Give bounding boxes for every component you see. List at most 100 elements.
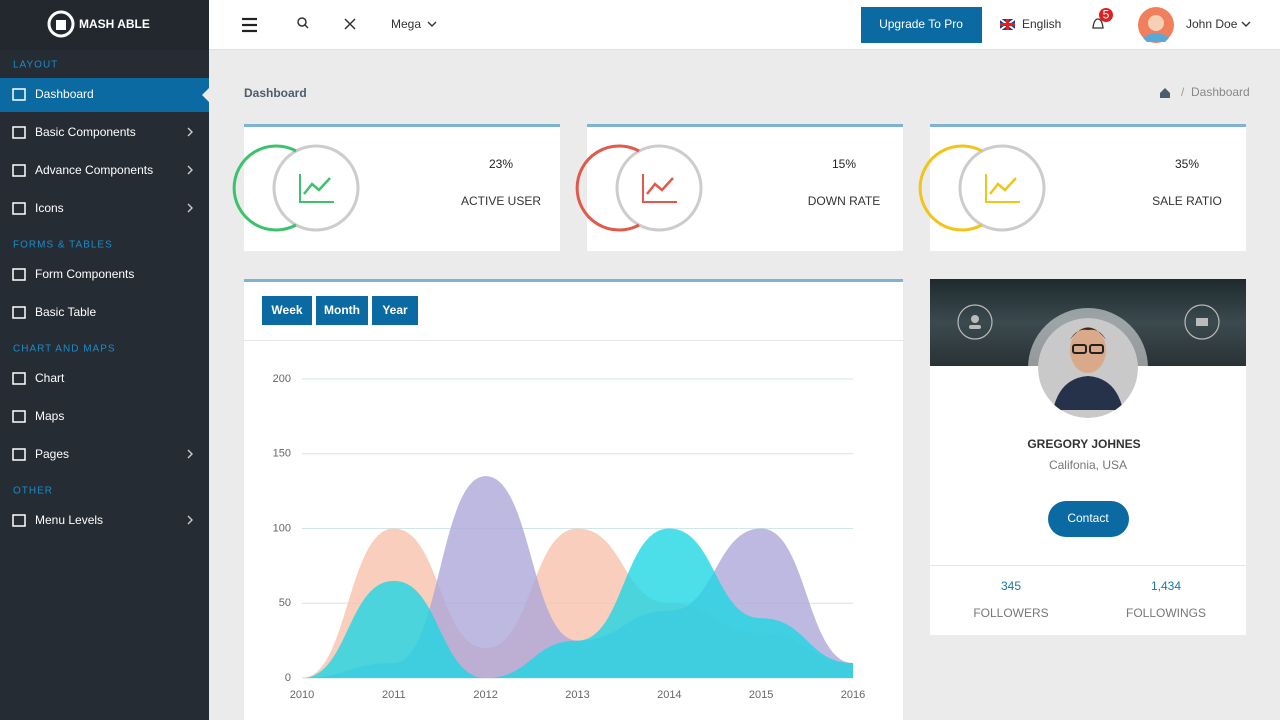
sidebar-icon	[12, 126, 26, 139]
profile-stat-label: FOLLOWERS	[973, 606, 1048, 620]
sidebar-chevron	[187, 203, 193, 213]
mega-chevron	[427, 21, 437, 27]
x-tick-label: 2015	[749, 689, 773, 701]
stat-ring-track	[615, 144, 703, 232]
notification-count: 5	[1103, 8, 1110, 22]
chart-tab-label: Week	[271, 303, 302, 317]
sidebar-item[interactable]: Advance Components	[35, 163, 153, 177]
stat-card-border	[244, 124, 560, 127]
page-title: Dashboard	[244, 86, 307, 100]
user-chevron	[1241, 21, 1251, 27]
stat-icon	[985, 174, 1020, 203]
chart-tab[interactable]	[316, 296, 368, 325]
area	[302, 528, 853, 678]
sidebar-section: FORMS & TABLES	[13, 240, 113, 251]
breadcrumb-home[interactable]	[1160, 88, 1170, 98]
stat-label: DOWN RATE	[808, 194, 880, 208]
sidebar-active	[0, 78, 209, 112]
sidebar-item[interactable]: Dashboard	[35, 87, 94, 101]
sidebar-icon	[12, 202, 26, 215]
y-tick-label: 150	[273, 448, 291, 460]
stat-icon-line	[303, 177, 331, 195]
chart-tab[interactable]	[372, 296, 418, 325]
sidebar-chevron	[187, 165, 193, 175]
sidebar-icon	[12, 514, 26, 527]
sidebar-icon	[12, 410, 26, 423]
stat-ring	[575, 144, 640, 232]
menu-toggle[interactable]	[242, 17, 257, 33]
sidebar-chevron	[187, 515, 193, 525]
profile-icon-user[interactable]	[957, 304, 993, 340]
y-tick-label: 200	[273, 373, 291, 385]
sidebar-item[interactable]: Form Components	[35, 267, 134, 281]
profile-stat-value: 1,434	[1151, 579, 1181, 593]
user-name[interactable]: John Doe	[1186, 17, 1238, 31]
sidebar	[0, 0, 209, 720]
sidebar-item[interactable]: Basic Components	[35, 125, 136, 139]
notification-bell[interactable]	[1092, 18, 1104, 29]
stat-card-border	[587, 124, 903, 127]
profile-location: Califonia, USA	[1049, 458, 1127, 472]
chart-card-divider	[244, 340, 903, 341]
fullscreen-button[interactable]	[344, 18, 356, 30]
y-tick-label: 100	[273, 522, 291, 534]
contact-button[interactable]	[1048, 501, 1129, 537]
breadcrumb-separator: /	[1181, 85, 1185, 99]
sidebar-item[interactable]: Menu Levels	[35, 513, 103, 527]
top-bar-border	[209, 49, 1280, 50]
sidebar-item[interactable]: Icons	[35, 201, 64, 215]
notification-badge	[1099, 8, 1113, 22]
stat-label: ACTIVE USER	[461, 194, 541, 208]
x-tick-label: 2014	[657, 689, 681, 701]
brand-name: MASH ABLE	[79, 17, 150, 31]
x-tick-label: 2010	[290, 689, 314, 701]
chart-tab-label: Month	[324, 303, 360, 317]
stat-value: 23%	[489, 157, 513, 171]
sidebar-icon	[12, 306, 26, 319]
sidebar-item[interactable]: Basic Table	[35, 305, 96, 319]
user-avatar-face	[1148, 15, 1164, 31]
brand-logo-mark	[56, 20, 66, 30]
x-tick-label: 2016	[841, 689, 865, 701]
y-tick-label: 50	[279, 597, 291, 609]
brand-logo	[47, 10, 75, 38]
stat-label: SALE RATIO	[1152, 194, 1222, 208]
chart-tab[interactable]	[262, 296, 312, 325]
profile-avatar	[1038, 318, 1138, 418]
x-tick-label: 2011	[382, 689, 406, 701]
sidebar-item[interactable]: Maps	[35, 409, 64, 423]
stat-card	[244, 124, 560, 251]
sidebar-icon	[12, 164, 26, 177]
profile-icon-mail[interactable]	[1184, 304, 1220, 340]
profile-stat-label: FOLLOWINGS	[1126, 606, 1206, 620]
sidebar-section: LAYOUT	[13, 60, 58, 71]
stat-ring-track	[958, 144, 1046, 232]
contact-label: Contact	[1067, 511, 1109, 525]
sidebar-icon	[12, 88, 26, 101]
profile-name: GREGORY JOHNES	[1027, 437, 1140, 451]
stat-icon	[642, 174, 677, 203]
stat-card-border	[930, 124, 1246, 127]
language[interactable]: English	[1022, 17, 1061, 31]
sidebar-icon	[12, 372, 26, 385]
sidebar-item[interactable]: Pages	[35, 447, 69, 461]
profile-icon-user-head	[971, 315, 979, 323]
sidebar-chevron	[187, 449, 193, 459]
sidebar-icon	[12, 268, 26, 281]
brand-bar	[0, 0, 209, 50]
sidebar-chevron	[187, 127, 193, 137]
stat-card	[930, 124, 1246, 251]
upgrade-button[interactable]	[861, 7, 982, 43]
stat-value: 35%	[1175, 157, 1199, 171]
mega-menu[interactable]: Mega	[391, 17, 421, 31]
profile-stat-value: 345	[1001, 579, 1021, 593]
sidebar-section: CHART AND MAPS	[13, 344, 116, 355]
profile-icon-mail-body	[1196, 318, 1208, 326]
top-bar	[209, 0, 1280, 50]
x-tick-label: 2012	[473, 689, 497, 701]
sidebar-item[interactable]: Chart	[35, 371, 65, 385]
stat-icon	[299, 174, 334, 203]
sidebar-icon	[12, 448, 26, 461]
search-button[interactable]	[297, 17, 309, 29]
